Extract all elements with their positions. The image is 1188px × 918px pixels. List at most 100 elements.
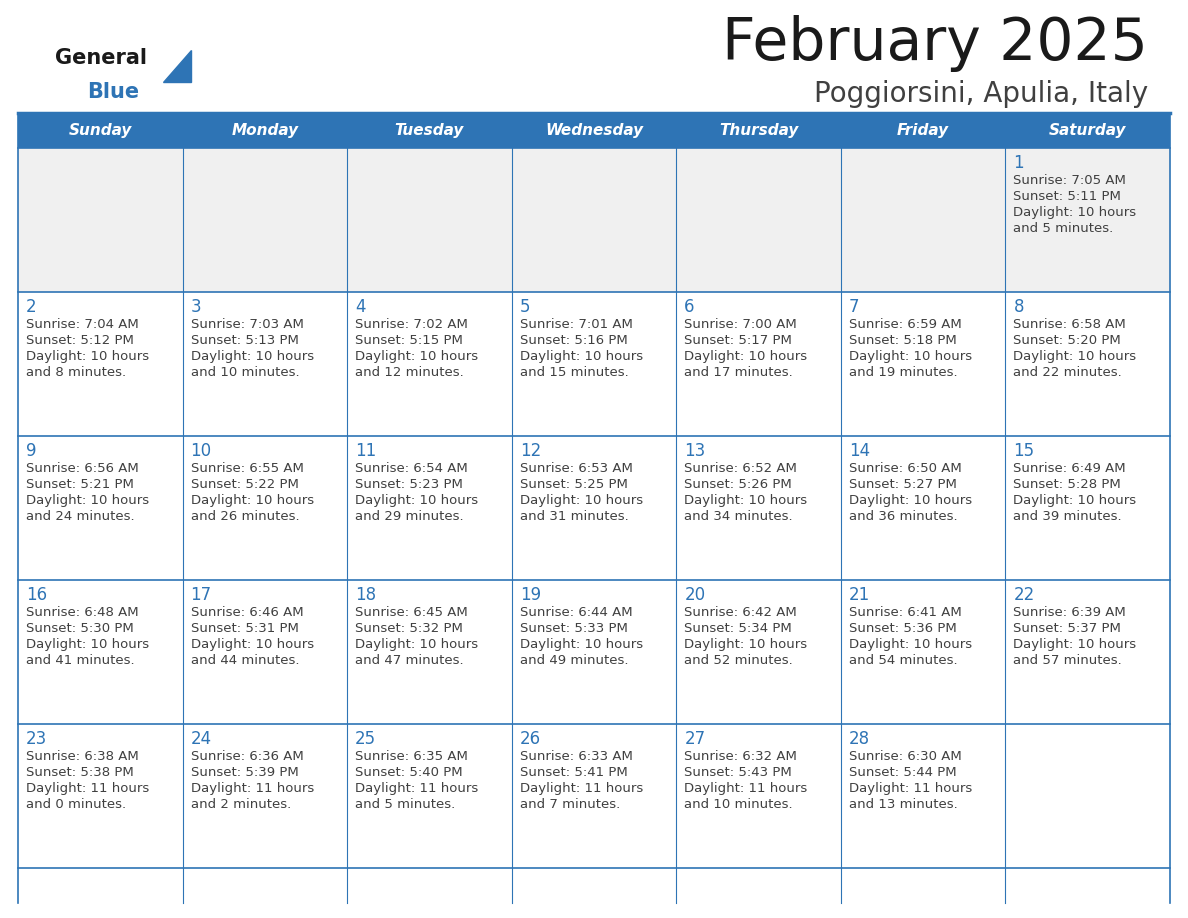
FancyBboxPatch shape [347, 580, 512, 724]
Text: Sunrise: 6:46 AM: Sunrise: 6:46 AM [190, 606, 303, 619]
Text: Sunset: 5:30 PM: Sunset: 5:30 PM [26, 622, 134, 635]
Text: February 2025: February 2025 [722, 15, 1148, 72]
Text: Sunset: 5:22 PM: Sunset: 5:22 PM [190, 478, 298, 491]
FancyBboxPatch shape [183, 580, 347, 724]
Text: and 47 minutes.: and 47 minutes. [355, 654, 463, 667]
Text: Daylight: 11 hours: Daylight: 11 hours [190, 782, 314, 795]
FancyBboxPatch shape [676, 436, 841, 580]
Text: Daylight: 10 hours: Daylight: 10 hours [26, 494, 150, 507]
Text: Daylight: 10 hours: Daylight: 10 hours [1013, 638, 1137, 651]
Text: Sunset: 5:40 PM: Sunset: 5:40 PM [355, 766, 463, 779]
Text: 3: 3 [190, 298, 201, 316]
Text: and 5 minutes.: and 5 minutes. [1013, 222, 1113, 235]
Text: Sunrise: 6:35 AM: Sunrise: 6:35 AM [355, 750, 468, 763]
Text: Sunset: 5:16 PM: Sunset: 5:16 PM [519, 334, 627, 347]
Text: Tuesday: Tuesday [394, 123, 465, 138]
Text: Daylight: 11 hours: Daylight: 11 hours [684, 782, 808, 795]
Text: and 57 minutes.: and 57 minutes. [1013, 654, 1123, 667]
Text: Sunset: 5:28 PM: Sunset: 5:28 PM [1013, 478, 1121, 491]
FancyBboxPatch shape [183, 148, 347, 292]
Text: Poggiorsini, Apulia, Italy: Poggiorsini, Apulia, Italy [814, 80, 1148, 108]
Text: Sunrise: 7:03 AM: Sunrise: 7:03 AM [190, 318, 303, 331]
FancyBboxPatch shape [18, 113, 1170, 148]
Text: Daylight: 10 hours: Daylight: 10 hours [849, 494, 972, 507]
Text: Sunset: 5:26 PM: Sunset: 5:26 PM [684, 478, 792, 491]
FancyBboxPatch shape [347, 292, 512, 436]
Text: Sunset: 5:34 PM: Sunset: 5:34 PM [684, 622, 792, 635]
Text: Daylight: 10 hours: Daylight: 10 hours [519, 638, 643, 651]
Polygon shape [163, 50, 191, 82]
Text: Sunset: 5:43 PM: Sunset: 5:43 PM [684, 766, 792, 779]
FancyBboxPatch shape [512, 148, 676, 292]
Text: and 29 minutes.: and 29 minutes. [355, 510, 463, 523]
Text: Sunrise: 6:52 AM: Sunrise: 6:52 AM [684, 462, 797, 475]
Text: Daylight: 10 hours: Daylight: 10 hours [26, 638, 150, 651]
Text: 13: 13 [684, 442, 706, 460]
Text: Sunset: 5:44 PM: Sunset: 5:44 PM [849, 766, 956, 779]
Text: Daylight: 10 hours: Daylight: 10 hours [684, 638, 808, 651]
Text: Sunset: 5:27 PM: Sunset: 5:27 PM [849, 478, 956, 491]
Text: 27: 27 [684, 730, 706, 748]
Text: Friday: Friday [897, 123, 949, 138]
FancyBboxPatch shape [183, 724, 347, 868]
Text: 16: 16 [26, 586, 48, 604]
Text: Sunrise: 6:50 AM: Sunrise: 6:50 AM [849, 462, 961, 475]
Text: Sunrise: 6:30 AM: Sunrise: 6:30 AM [849, 750, 961, 763]
Text: 18: 18 [355, 586, 377, 604]
Text: Thursday: Thursday [719, 123, 798, 138]
Text: Daylight: 11 hours: Daylight: 11 hours [26, 782, 150, 795]
Text: Daylight: 10 hours: Daylight: 10 hours [355, 350, 479, 363]
Text: Sunset: 5:39 PM: Sunset: 5:39 PM [190, 766, 298, 779]
Text: and 17 minutes.: and 17 minutes. [684, 366, 794, 379]
Text: Sunset: 5:17 PM: Sunset: 5:17 PM [684, 334, 792, 347]
Text: Daylight: 11 hours: Daylight: 11 hours [355, 782, 479, 795]
Text: Daylight: 10 hours: Daylight: 10 hours [849, 638, 972, 651]
Text: 7: 7 [849, 298, 859, 316]
FancyBboxPatch shape [347, 436, 512, 580]
FancyBboxPatch shape [841, 292, 1005, 436]
Text: Sunset: 5:15 PM: Sunset: 5:15 PM [355, 334, 463, 347]
FancyBboxPatch shape [183, 436, 347, 580]
Text: 6: 6 [684, 298, 695, 316]
Text: 1: 1 [1013, 154, 1024, 172]
Text: and 7 minutes.: and 7 minutes. [519, 798, 620, 811]
FancyBboxPatch shape [841, 724, 1005, 868]
Text: and 0 minutes.: and 0 minutes. [26, 798, 126, 811]
Text: Sunrise: 6:59 AM: Sunrise: 6:59 AM [849, 318, 961, 331]
Text: Sunset: 5:23 PM: Sunset: 5:23 PM [355, 478, 463, 491]
Text: Daylight: 11 hours: Daylight: 11 hours [519, 782, 643, 795]
Text: 4: 4 [355, 298, 366, 316]
Text: 20: 20 [684, 586, 706, 604]
Text: Sunday: Sunday [69, 123, 132, 138]
Text: Sunrise: 6:41 AM: Sunrise: 6:41 AM [849, 606, 961, 619]
Text: Sunrise: 6:53 AM: Sunrise: 6:53 AM [519, 462, 632, 475]
FancyBboxPatch shape [1005, 148, 1170, 292]
Text: Daylight: 10 hours: Daylight: 10 hours [684, 494, 808, 507]
FancyBboxPatch shape [841, 148, 1005, 292]
Text: Sunrise: 6:38 AM: Sunrise: 6:38 AM [26, 750, 139, 763]
Text: 19: 19 [519, 586, 541, 604]
Text: Daylight: 10 hours: Daylight: 10 hours [355, 638, 479, 651]
FancyBboxPatch shape [1005, 580, 1170, 724]
Text: 10: 10 [190, 442, 211, 460]
Text: Sunrise: 6:39 AM: Sunrise: 6:39 AM [1013, 606, 1126, 619]
Text: and 49 minutes.: and 49 minutes. [519, 654, 628, 667]
Text: Sunrise: 6:56 AM: Sunrise: 6:56 AM [26, 462, 139, 475]
Text: Sunrise: 6:49 AM: Sunrise: 6:49 AM [1013, 462, 1126, 475]
Text: Daylight: 10 hours: Daylight: 10 hours [190, 350, 314, 363]
Text: and 5 minutes.: and 5 minutes. [355, 798, 455, 811]
Text: Sunrise: 6:33 AM: Sunrise: 6:33 AM [519, 750, 632, 763]
Text: Sunset: 5:32 PM: Sunset: 5:32 PM [355, 622, 463, 635]
Text: Daylight: 10 hours: Daylight: 10 hours [355, 494, 479, 507]
Text: Sunset: 5:18 PM: Sunset: 5:18 PM [849, 334, 956, 347]
Text: Sunrise: 6:42 AM: Sunrise: 6:42 AM [684, 606, 797, 619]
Text: Sunrise: 6:45 AM: Sunrise: 6:45 AM [355, 606, 468, 619]
Text: Monday: Monday [232, 123, 298, 138]
Text: 11: 11 [355, 442, 377, 460]
Text: Wednesday: Wednesday [545, 123, 643, 138]
Text: Daylight: 10 hours: Daylight: 10 hours [684, 350, 808, 363]
Text: Sunrise: 6:58 AM: Sunrise: 6:58 AM [1013, 318, 1126, 331]
Text: and 24 minutes.: and 24 minutes. [26, 510, 134, 523]
Text: and 2 minutes.: and 2 minutes. [190, 798, 291, 811]
Text: Daylight: 10 hours: Daylight: 10 hours [519, 350, 643, 363]
